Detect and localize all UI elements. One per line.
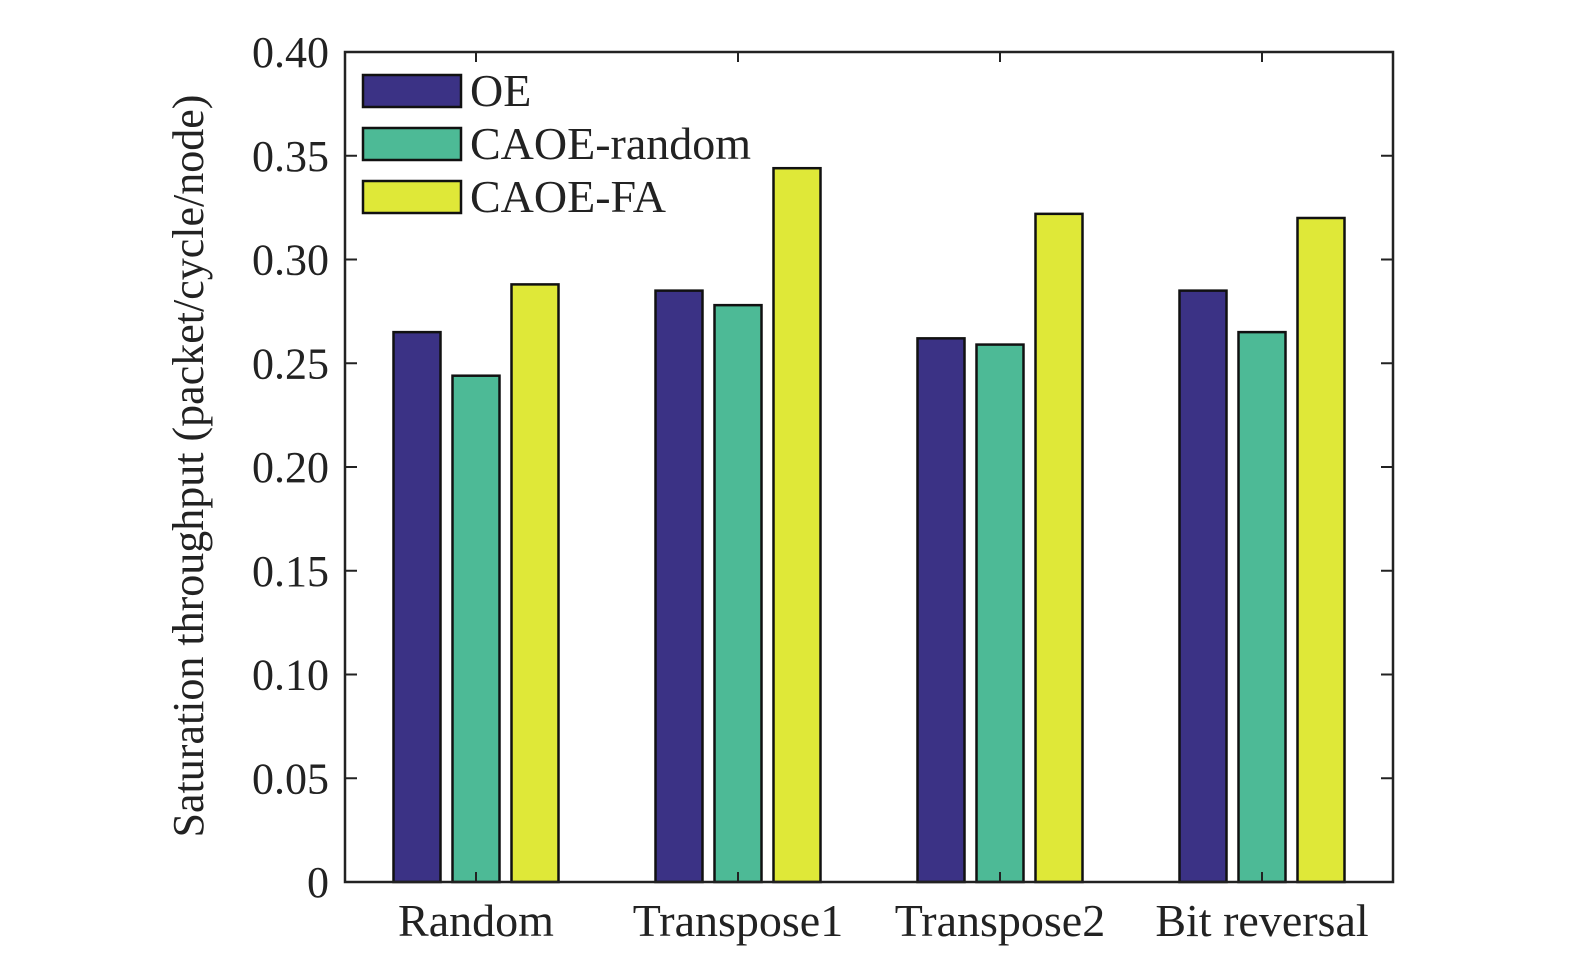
bar-caoe-fa-random	[510, 283, 560, 884]
y-tick-label: 0.40	[252, 28, 329, 77]
bar-caoe-fa-transpose2	[1034, 212, 1084, 884]
bar-oe-bit-reversal	[1178, 289, 1228, 884]
labels-layer: Random Transpose1 Transpose2 Bit reversal 0 0…	[252, 28, 1369, 946]
legend-label: CAOE-FA	[470, 171, 666, 222]
bar-caoe-fa-transpose1	[772, 166, 822, 884]
x-tick-label: Bit reversal	[1155, 895, 1368, 946]
y-tick-label: 0.30	[252, 236, 329, 285]
y-tick-label: 0.05	[252, 754, 329, 803]
x-tick-label: Random	[398, 895, 554, 946]
legend-swatch	[361, 126, 463, 162]
y-axis-title: Saturation throughput (packet/cycle/node…	[164, 95, 213, 838]
bar-caoe-random-bit-reversal	[1237, 330, 1287, 884]
bar-caoe-random-random	[451, 374, 501, 884]
bar-oe-transpose2	[916, 337, 966, 884]
legend-label: CAOE-random	[470, 118, 751, 169]
y-tick-label: 0.10	[252, 651, 329, 700]
bar-caoe-random-transpose1	[713, 303, 763, 884]
legend-swatch	[361, 179, 463, 215]
legend-swatch	[361, 73, 463, 109]
x-tick-label: Transpose2	[895, 895, 1105, 946]
legend-label: OE	[470, 65, 531, 116]
y-tick-label: 0.20	[252, 443, 329, 492]
bar-oe-random	[392, 330, 442, 884]
y-tick-label: 0.25	[252, 339, 329, 388]
x-tick-label: Transpose1	[633, 895, 843, 946]
y-tick-label: 0	[307, 858, 329, 907]
ticks-layer	[345, 51, 1393, 883]
y-tick-label: 0.35	[252, 132, 329, 181]
bars-layer	[392, 166, 1346, 884]
bar-caoe-random-transpose2	[975, 343, 1025, 884]
y-tick-label: 0.15	[252, 547, 329, 596]
bar-caoe-fa-bit-reversal	[1296, 216, 1346, 884]
bar-oe-transpose1	[654, 289, 704, 884]
